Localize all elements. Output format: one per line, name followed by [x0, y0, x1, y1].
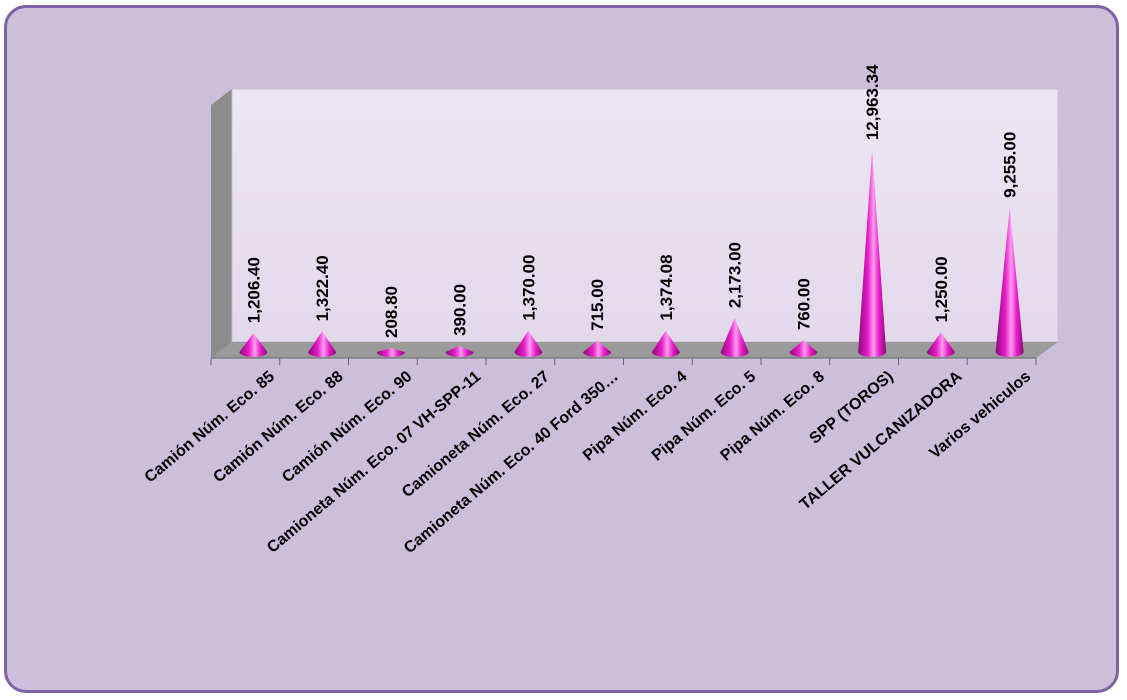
x-axis-ticks	[210, 358, 1037, 365]
cone-bar	[720, 318, 749, 357]
cone-bar	[789, 340, 818, 357]
category-label: Camión Núm. Eco. 85	[142, 368, 278, 486]
cone-bar	[995, 207, 1024, 357]
data-label: 390.00	[451, 284, 470, 336]
cone-series	[239, 150, 1024, 357]
cone-bar	[376, 348, 405, 357]
cone-bar	[514, 330, 543, 357]
cone-bar	[651, 330, 680, 357]
plot-floor	[211, 342, 1058, 358]
category-label: Camión Núm. Eco. 90	[279, 368, 415, 486]
cone-bar-chart: 1,206.40 1,322.40 208.80 390.00 1,370.00 715.…	[142, 64, 1059, 557]
data-label: 1,322.40	[313, 255, 332, 321]
cone-bar	[858, 150, 887, 357]
chart-frame: 1,206.40 1,322.40 208.80 390.00 1,370.00 715.…	[4, 5, 1119, 693]
plot-back-wall	[231, 88, 1059, 343]
data-label: 2,173.00	[726, 242, 745, 308]
plot-side-wall	[211, 89, 232, 358]
data-label: 760.00	[794, 278, 813, 330]
data-label: 1,374.08	[657, 254, 676, 320]
data-label: 9,255.00	[1001, 132, 1020, 198]
data-labels: 1,206.40 1,322.40 208.80 390.00 1,370.00 715.…	[244, 64, 1019, 338]
data-label: 1,250.00	[932, 256, 951, 322]
category-label: Camión Núm. Eco. 88	[210, 368, 346, 486]
cone-bar	[308, 331, 337, 357]
cone-bar	[239, 333, 268, 357]
cone-bar	[445, 345, 474, 357]
cone-bar	[926, 332, 955, 357]
data-label: 208.80	[382, 286, 401, 338]
data-label: 715.00	[588, 279, 607, 331]
data-label: 1,370.00	[519, 254, 538, 320]
data-label: 12,963.34	[863, 64, 882, 140]
cone-bar	[583, 340, 612, 357]
data-label: 1,206.40	[244, 257, 263, 323]
